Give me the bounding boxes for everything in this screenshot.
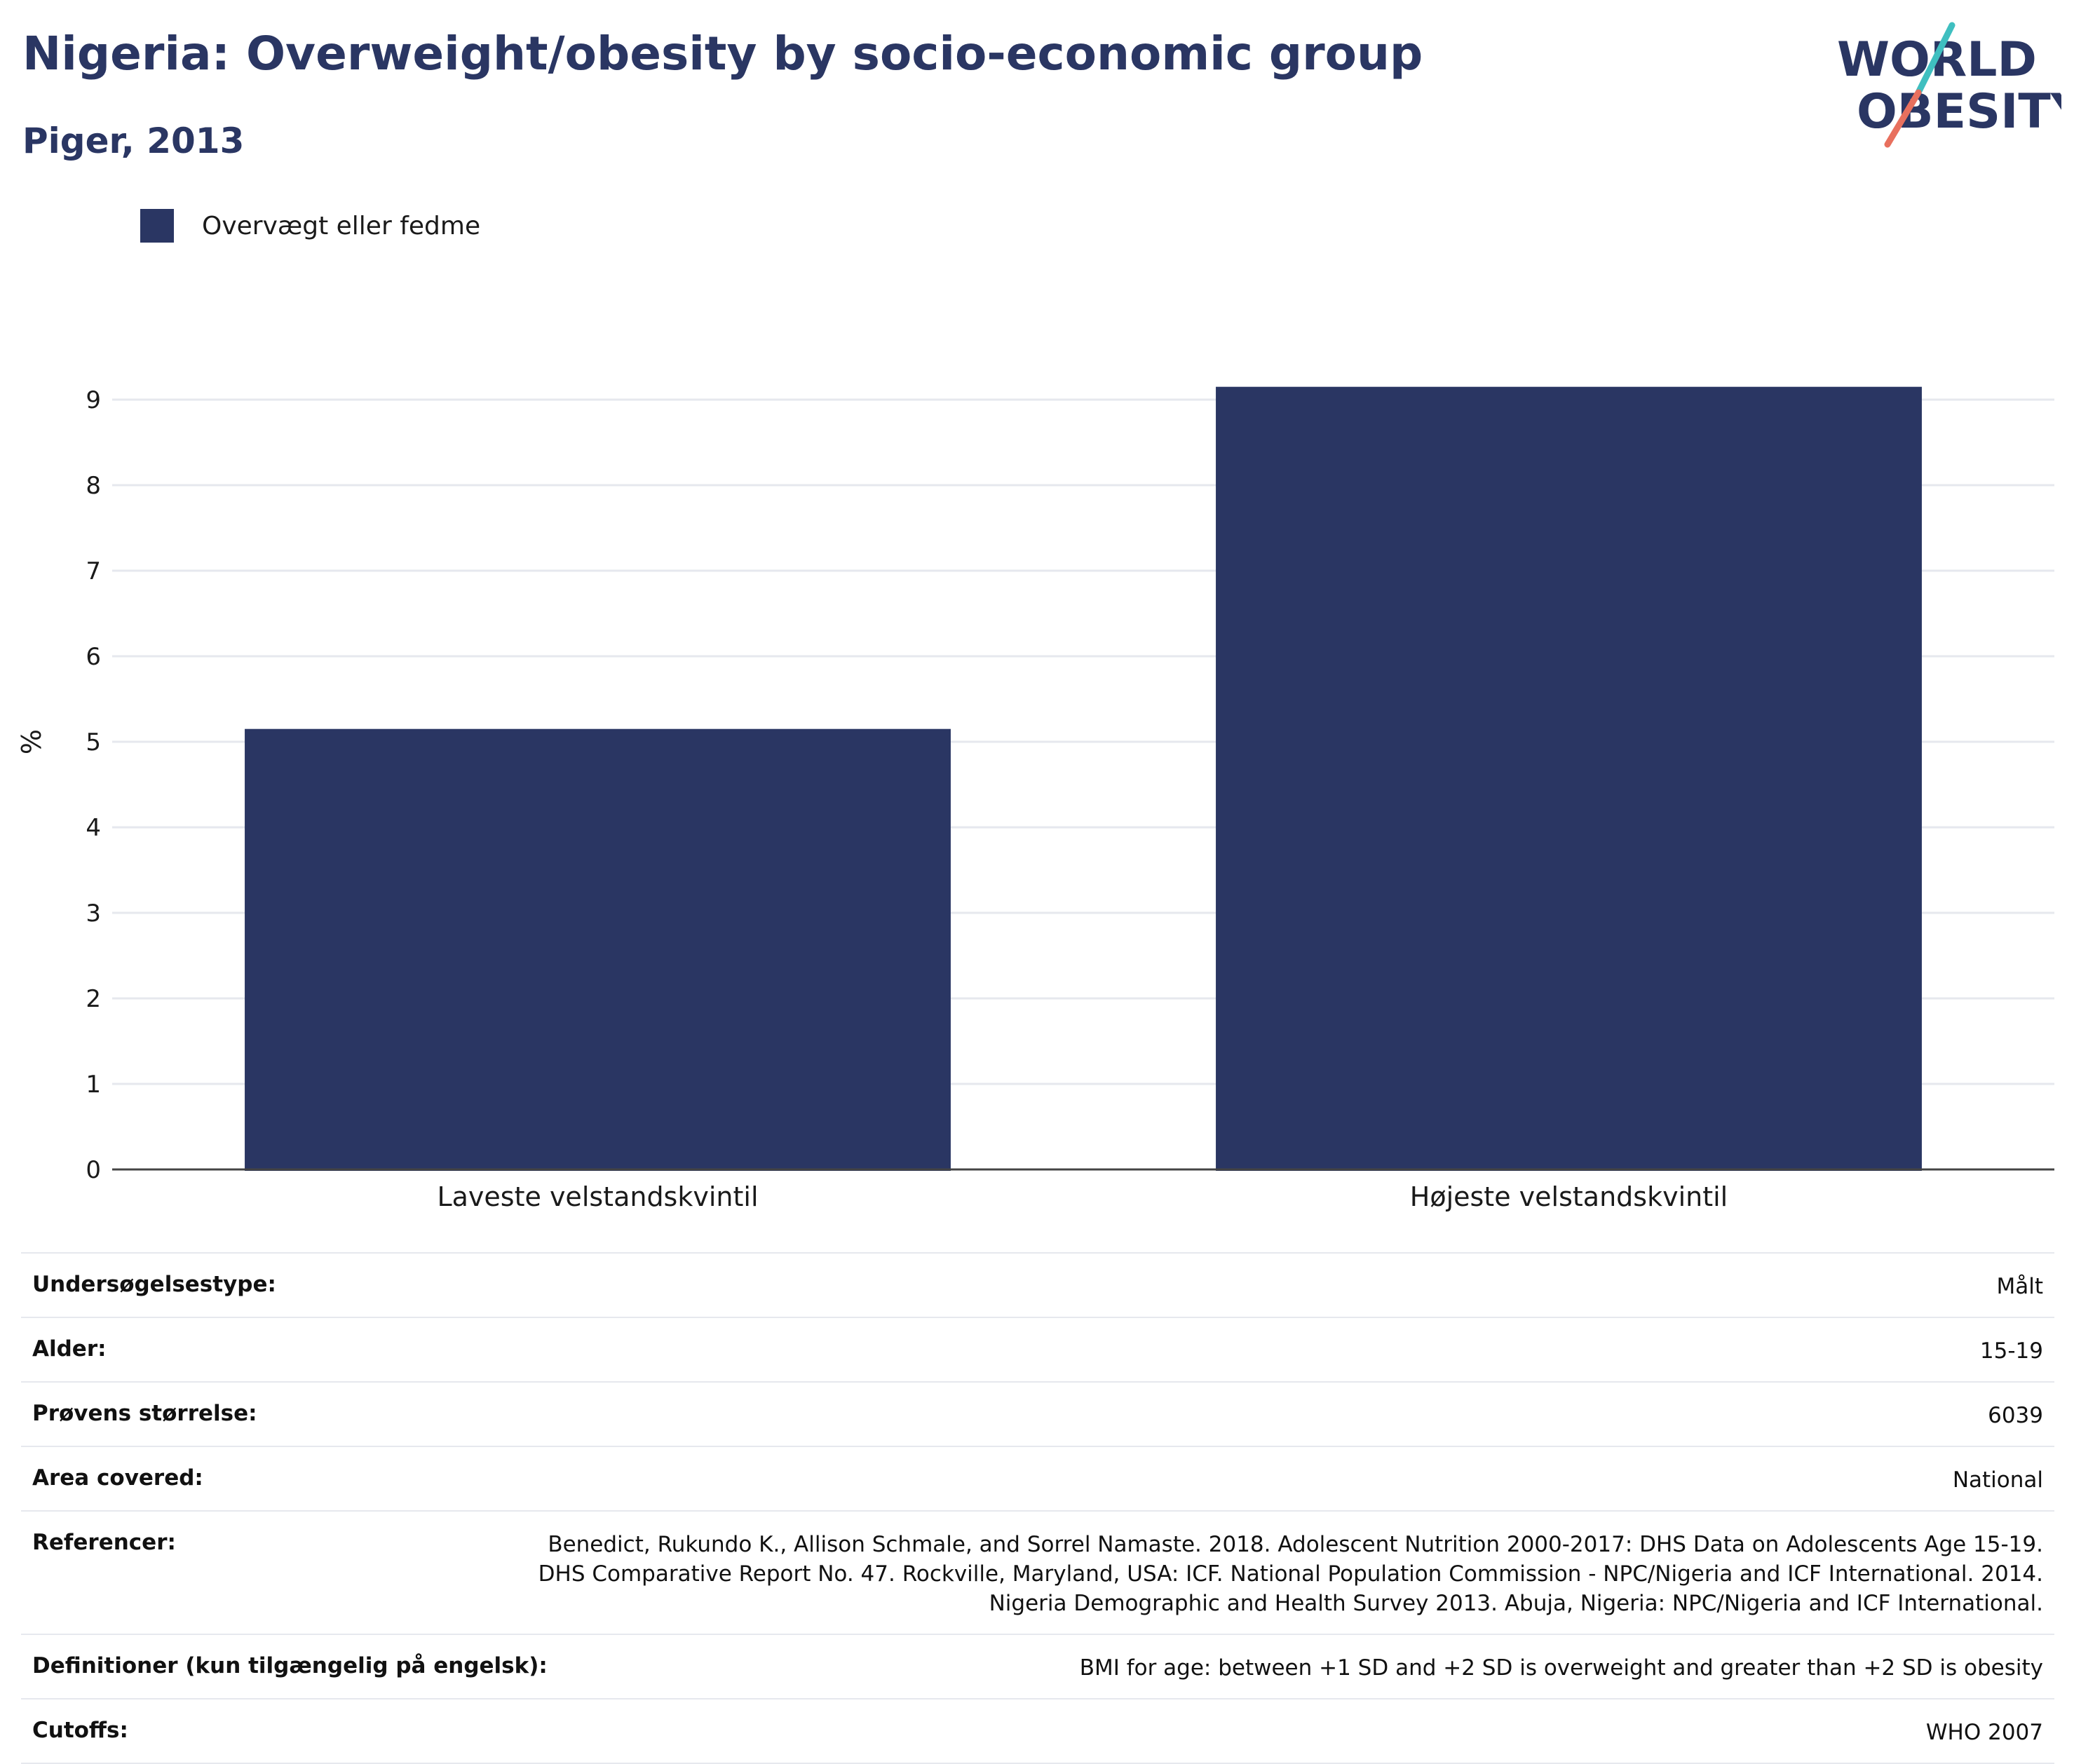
info-table: Undersøgelsestype: Målt Alder: 15-19 Prøvens… (21, 1252, 2054, 1764)
y-tick-label: 4 (86, 814, 101, 842)
info-label: Alder: (32, 1336, 107, 1362)
y-tick-label: 9 (86, 386, 101, 414)
y-tick-label: 2 (86, 985, 101, 1013)
info-value: WHO 2007 (1925, 1720, 2043, 1745)
info-value: 15-19 (1979, 1338, 2043, 1364)
x-category-labels: Laveste velstandskvintil Højeste velstand… (437, 1181, 1728, 1212)
bar-chart: 0 1 2 3 4 5 6 7 8 9 Laveste velstandskvintil Højes… (16, 386, 2054, 1212)
info-row: Definitioner (kun tilgængelig på engelsk… (21, 1635, 2054, 1699)
y-tick-label: 8 (86, 472, 101, 500)
info-value: Målt (1996, 1274, 2043, 1299)
info-label: Definitioner (kun tilgængelig på engelsk… (32, 1653, 548, 1678)
x-category-label: Laveste velstandskvintil (437, 1181, 758, 1212)
y-tick-label: 7 (86, 557, 101, 585)
info-row: Referencer: Benedict, Rukundo K., Allison… (21, 1512, 2054, 1635)
y-tick-label: 1 (86, 1071, 101, 1099)
y-tick-label: 5 (86, 728, 101, 757)
info-row: Undersøgelsestype: Målt (21, 1254, 2054, 1318)
info-value: Benedict, Rukundo K., Allison Schmale, a… (538, 1532, 2043, 1616)
info-row: Area covered: National (21, 1447, 2054, 1512)
x-category-label: Højeste velstandskvintil (1410, 1181, 1728, 1212)
y-axis-label: % (16, 729, 47, 754)
info-row: Prøvens størrelse: 6039 (21, 1383, 2054, 1447)
info-value: National (1952, 1467, 2043, 1493)
info-label: Prøvens størrelse: (32, 1401, 257, 1426)
info-label: Referencer: (32, 1530, 176, 1555)
info-label: Area covered: (32, 1465, 203, 1491)
world-obesity-logo[interactable]: WORLD OBESITY (1823, 18, 2061, 151)
chart-subtitle: Piger, 2013 (22, 121, 245, 161)
legend-swatch (140, 209, 174, 243)
info-row: Alder: 15-19 (21, 1318, 2054, 1383)
bar[interactable] (245, 728, 951, 1171)
info-value: 6039 (1988, 1403, 2043, 1428)
y-tick-labels: 0 1 2 3 4 5 6 7 8 9 (86, 386, 101, 1184)
y-tick-label: 0 (86, 1156, 101, 1184)
chart-title: Nigeria: Overweight/obesity by socio-eco… (22, 27, 1423, 81)
svg-text:OBESITY: OBESITY (1857, 84, 2061, 140)
legend-label: Overvægt eller fedme (202, 211, 481, 240)
info-value: BMI for age: between +1 SD and +2 SD is … (1079, 1655, 2043, 1681)
info-label: Undersøgelsestype: (32, 1272, 276, 1297)
y-tick-label: 3 (86, 900, 101, 928)
bar[interactable] (1216, 386, 1922, 1172)
info-row: Cutoffs: WHO 2007 (21, 1699, 2054, 1764)
bars (245, 386, 1922, 1172)
info-label: Cutoffs: (32, 1718, 128, 1743)
legend[interactable]: Overvægt eller fedme (140, 208, 480, 244)
y-tick-label: 6 (86, 643, 101, 671)
